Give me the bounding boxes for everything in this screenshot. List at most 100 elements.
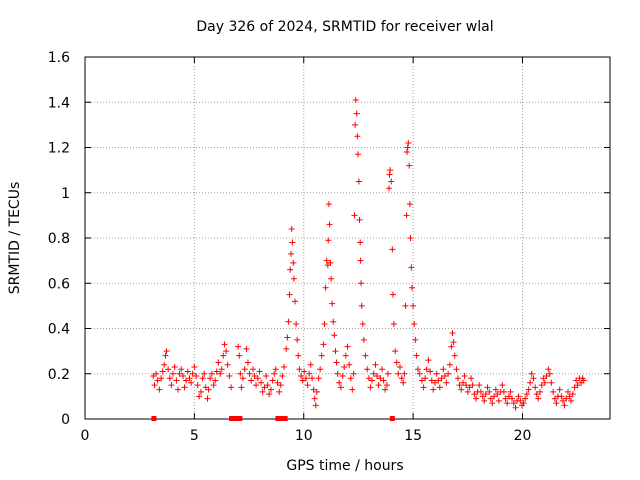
data-point — [479, 393, 486, 400]
data-point — [199, 375, 206, 382]
data-point — [205, 386, 212, 393]
data-point — [283, 345, 290, 352]
data-point — [236, 352, 243, 359]
data-point — [563, 395, 570, 402]
data-point — [290, 259, 297, 266]
data-point — [277, 382, 284, 389]
data-point — [178, 366, 185, 373]
y-tick-label: 0.4 — [48, 322, 70, 338]
data-point — [279, 373, 286, 380]
data-point — [502, 395, 509, 402]
data-point — [355, 178, 362, 185]
data-point — [221, 341, 228, 348]
data-point — [408, 264, 415, 271]
data-point — [196, 393, 203, 400]
data-point — [550, 388, 557, 395]
y-tick-label: 1.4 — [48, 95, 70, 111]
data-point — [441, 373, 448, 380]
data-point — [388, 178, 395, 185]
data-point — [568, 397, 575, 404]
data-point — [263, 373, 270, 380]
y-tick-label: 1 — [61, 186, 70, 202]
data-point — [301, 368, 308, 375]
data-point — [322, 284, 329, 291]
zero-data-point — [277, 416, 283, 421]
data-point — [342, 352, 349, 359]
data-point — [507, 388, 514, 395]
data-point — [400, 379, 407, 386]
data-point — [261, 384, 268, 391]
data-point — [244, 359, 251, 366]
data-point — [298, 373, 305, 380]
data-point — [454, 375, 461, 382]
data-point — [494, 391, 501, 398]
data-point — [151, 382, 158, 389]
data-point — [466, 384, 473, 391]
data-point — [443, 379, 450, 386]
data-point — [269, 377, 276, 384]
data-series-srmtid — [150, 96, 587, 411]
data-point — [406, 201, 413, 208]
data-point — [486, 388, 493, 395]
data-point — [237, 370, 244, 377]
data-point — [317, 366, 324, 373]
data-point — [296, 366, 303, 373]
data-point — [166, 375, 173, 382]
data-point — [449, 330, 456, 337]
data-point — [307, 361, 314, 368]
data-point — [356, 216, 363, 223]
data-point — [404, 144, 411, 151]
data-point — [500, 388, 507, 395]
y-tick-label: 1.6 — [48, 50, 70, 66]
data-point — [330, 318, 337, 325]
data-point — [473, 395, 480, 402]
y-axis-label: SRMTID / TECUs — [7, 182, 23, 295]
data-point — [285, 318, 292, 325]
data-point — [495, 397, 502, 404]
data-point — [173, 377, 180, 384]
data-point — [571, 384, 578, 391]
data-point — [281, 363, 288, 370]
data-point — [333, 359, 340, 366]
data-point — [522, 395, 529, 402]
data-point — [174, 386, 181, 393]
data-point — [481, 397, 488, 404]
data-point — [405, 139, 412, 146]
data-point — [409, 284, 416, 291]
data-point — [171, 363, 178, 370]
data-point — [416, 370, 423, 377]
data-point — [163, 348, 170, 355]
data-point — [533, 391, 540, 398]
data-point — [436, 384, 443, 391]
data-point — [387, 167, 394, 174]
data-point — [326, 221, 333, 228]
x-axis-ticks: 0 5 10 15 20 — [81, 57, 531, 444]
zero-data-point — [282, 416, 288, 421]
data-point — [537, 388, 543, 395]
data-point — [370, 370, 377, 377]
data-point — [435, 377, 442, 384]
data-point — [359, 320, 366, 327]
data-point — [450, 339, 457, 346]
data-point — [353, 110, 360, 117]
y-tick-label: 0 — [61, 412, 70, 428]
data-point — [551, 395, 558, 402]
data-point — [451, 352, 458, 359]
data-point — [532, 384, 539, 391]
data-point — [306, 370, 313, 377]
data-point — [183, 377, 190, 384]
data-point — [404, 149, 410, 156]
data-point — [471, 391, 478, 398]
x-tick-label: 10 — [295, 428, 313, 444]
data-point — [254, 375, 261, 382]
data-point — [207, 375, 214, 382]
data-point — [358, 280, 365, 287]
data-point — [246, 370, 253, 377]
data-point — [558, 393, 565, 400]
data-point — [341, 363, 348, 370]
data-point — [325, 201, 332, 208]
data-point — [241, 366, 248, 373]
data-point — [382, 386, 389, 393]
data-point — [569, 391, 576, 398]
data-point — [428, 377, 435, 384]
